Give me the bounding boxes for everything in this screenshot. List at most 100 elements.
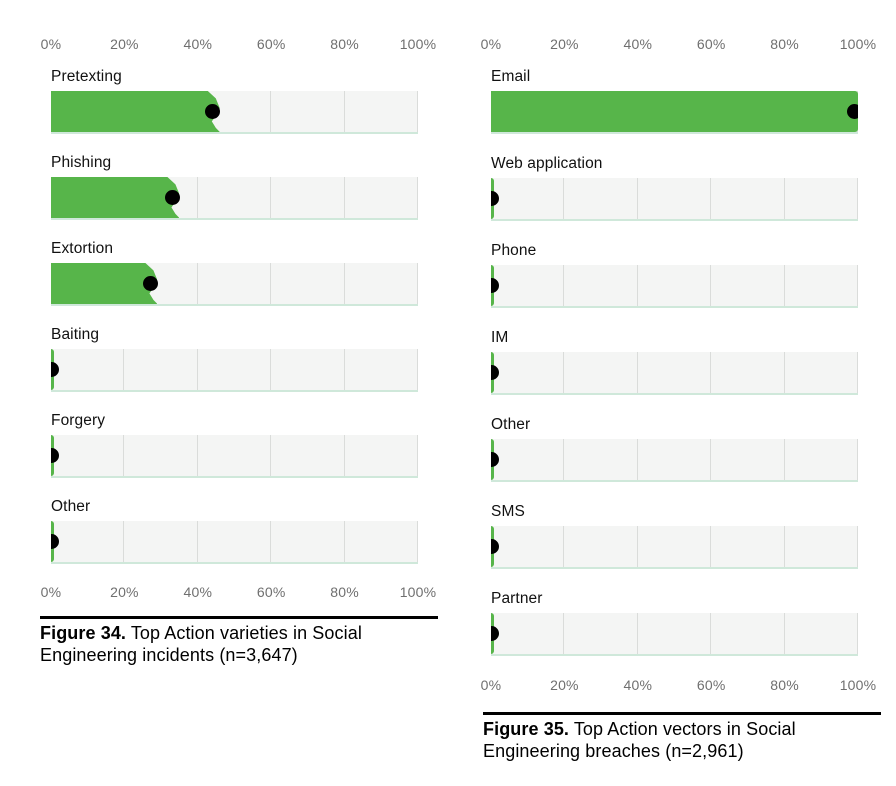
value-dot: [51, 534, 59, 549]
gridline: [417, 521, 418, 562]
gridline: [270, 263, 272, 304]
gridline: [710, 178, 712, 219]
x-tick-label: 80%: [330, 584, 359, 600]
bar-row: Forgery: [51, 412, 418, 478]
value-dot: [491, 539, 499, 554]
figure-35-caption-label: Figure 35.: [483, 719, 570, 739]
x-tick-label: 0%: [480, 36, 502, 52]
gridline: [783, 178, 785, 219]
gridline: [783, 613, 785, 654]
x-tick-label: 20%: [110, 584, 139, 600]
gridline: [563, 178, 565, 219]
category-label: Email: [491, 68, 531, 85]
gridline: [343, 349, 345, 390]
gridline: [563, 526, 565, 567]
figure-35-caption-text: Top Action vectors in Social Engineering…: [483, 719, 796, 761]
bar-track: [51, 435, 418, 478]
bar-track: [491, 178, 858, 221]
gridline: [710, 439, 712, 480]
bar-track: [491, 265, 858, 308]
gridline: [270, 177, 272, 218]
x-tick-label: 80%: [770, 677, 799, 693]
gridline: [196, 521, 198, 562]
gridline: [783, 439, 785, 480]
x-tick-label: 20%: [550, 677, 579, 693]
gridline: [196, 263, 198, 304]
x-tick-label: 60%: [696, 677, 726, 693]
gridline: [636, 352, 638, 393]
gridline: [857, 178, 858, 219]
bar-row: Other: [491, 416, 858, 482]
gridline: [123, 349, 125, 390]
category-label: Other: [51, 498, 91, 515]
gridline: [343, 521, 345, 562]
category-label: Other: [491, 416, 531, 433]
x-tick-label: 20%: [110, 36, 139, 52]
x-axis-bottom: 0% 20% 40% 60% 80% 100%: [41, 584, 436, 600]
bar-track: [491, 439, 858, 482]
value-dot: [51, 362, 59, 377]
bar-fill: [51, 263, 157, 304]
gridline: [343, 177, 345, 218]
x-tick-label: 40%: [183, 36, 213, 52]
bar-track: [491, 91, 858, 134]
category-label: SMS: [491, 503, 525, 520]
gridline: [270, 435, 272, 476]
x-tick-label: 100%: [399, 584, 437, 600]
gridline: [417, 263, 418, 304]
gridline: [563, 265, 565, 306]
value-dot: [491, 278, 499, 293]
bar-row: SMS: [491, 503, 858, 569]
x-tick-label: 0%: [40, 36, 62, 52]
x-tick-label: 0%: [40, 584, 62, 600]
category-label: Partner: [491, 590, 543, 607]
bar-track: [51, 349, 418, 392]
x-tick-label: 60%: [696, 36, 726, 52]
gridline: [270, 521, 272, 562]
gridline: [563, 613, 565, 654]
bar-track: [491, 352, 858, 395]
bar-row: IM: [491, 329, 858, 395]
bar-track: [51, 91, 418, 134]
category-label: Baiting: [51, 326, 100, 343]
x-tick-label: 20%: [550, 36, 579, 52]
x-tick-label: 60%: [256, 36, 286, 52]
bar-track: [491, 613, 858, 656]
category-label: Phishing: [51, 154, 112, 171]
gridline: [196, 435, 198, 476]
bar-row: Baiting: [51, 326, 418, 392]
x-tick-label: 0%: [480, 677, 502, 693]
x-tick-label: 100%: [839, 677, 877, 693]
gridline: [710, 526, 712, 567]
gridline: [417, 91, 418, 132]
bar-fill: [51, 91, 220, 132]
value-dot: [491, 365, 499, 380]
gridline: [123, 435, 125, 476]
figure-35-chart: 0% 20% 40% 60% 80% 100% Email Web application Ph…: [481, 36, 876, 693]
value-dot: [51, 448, 59, 463]
bar-row: Phishing: [51, 154, 418, 220]
bar-row: Partner: [491, 590, 858, 656]
x-axis-top: 0% 20% 40% 60% 80% 100%: [41, 36, 436, 52]
x-axis-bottom: 0% 20% 40% 60% 80% 100%: [481, 677, 876, 693]
gridline: [710, 613, 712, 654]
bar-fill: [491, 91, 858, 132]
gridline: [857, 613, 858, 654]
gridline: [563, 352, 565, 393]
bar-track: [491, 526, 858, 569]
bar-row: Phone: [491, 242, 858, 308]
category-label: IM: [491, 329, 509, 346]
gridline: [343, 263, 345, 304]
bar-row: Extortion: [51, 240, 418, 306]
x-tick-label: 80%: [770, 36, 799, 52]
figure-34-caption-text: Top Action varieties in Social Engineeri…: [40, 623, 362, 665]
gridline: [343, 91, 345, 132]
bar-row: Pretexting: [51, 68, 418, 134]
x-tick-label: 40%: [623, 677, 653, 693]
x-tick-label: 80%: [330, 36, 359, 52]
bar-track: [51, 263, 418, 306]
value-dot: [491, 452, 499, 467]
category-label: Extortion: [51, 240, 114, 257]
figure-34-chart: 0% 20% 40% 60% 80% 100% Pretexting Phishing Exto…: [41, 36, 436, 600]
gridline: [563, 439, 565, 480]
